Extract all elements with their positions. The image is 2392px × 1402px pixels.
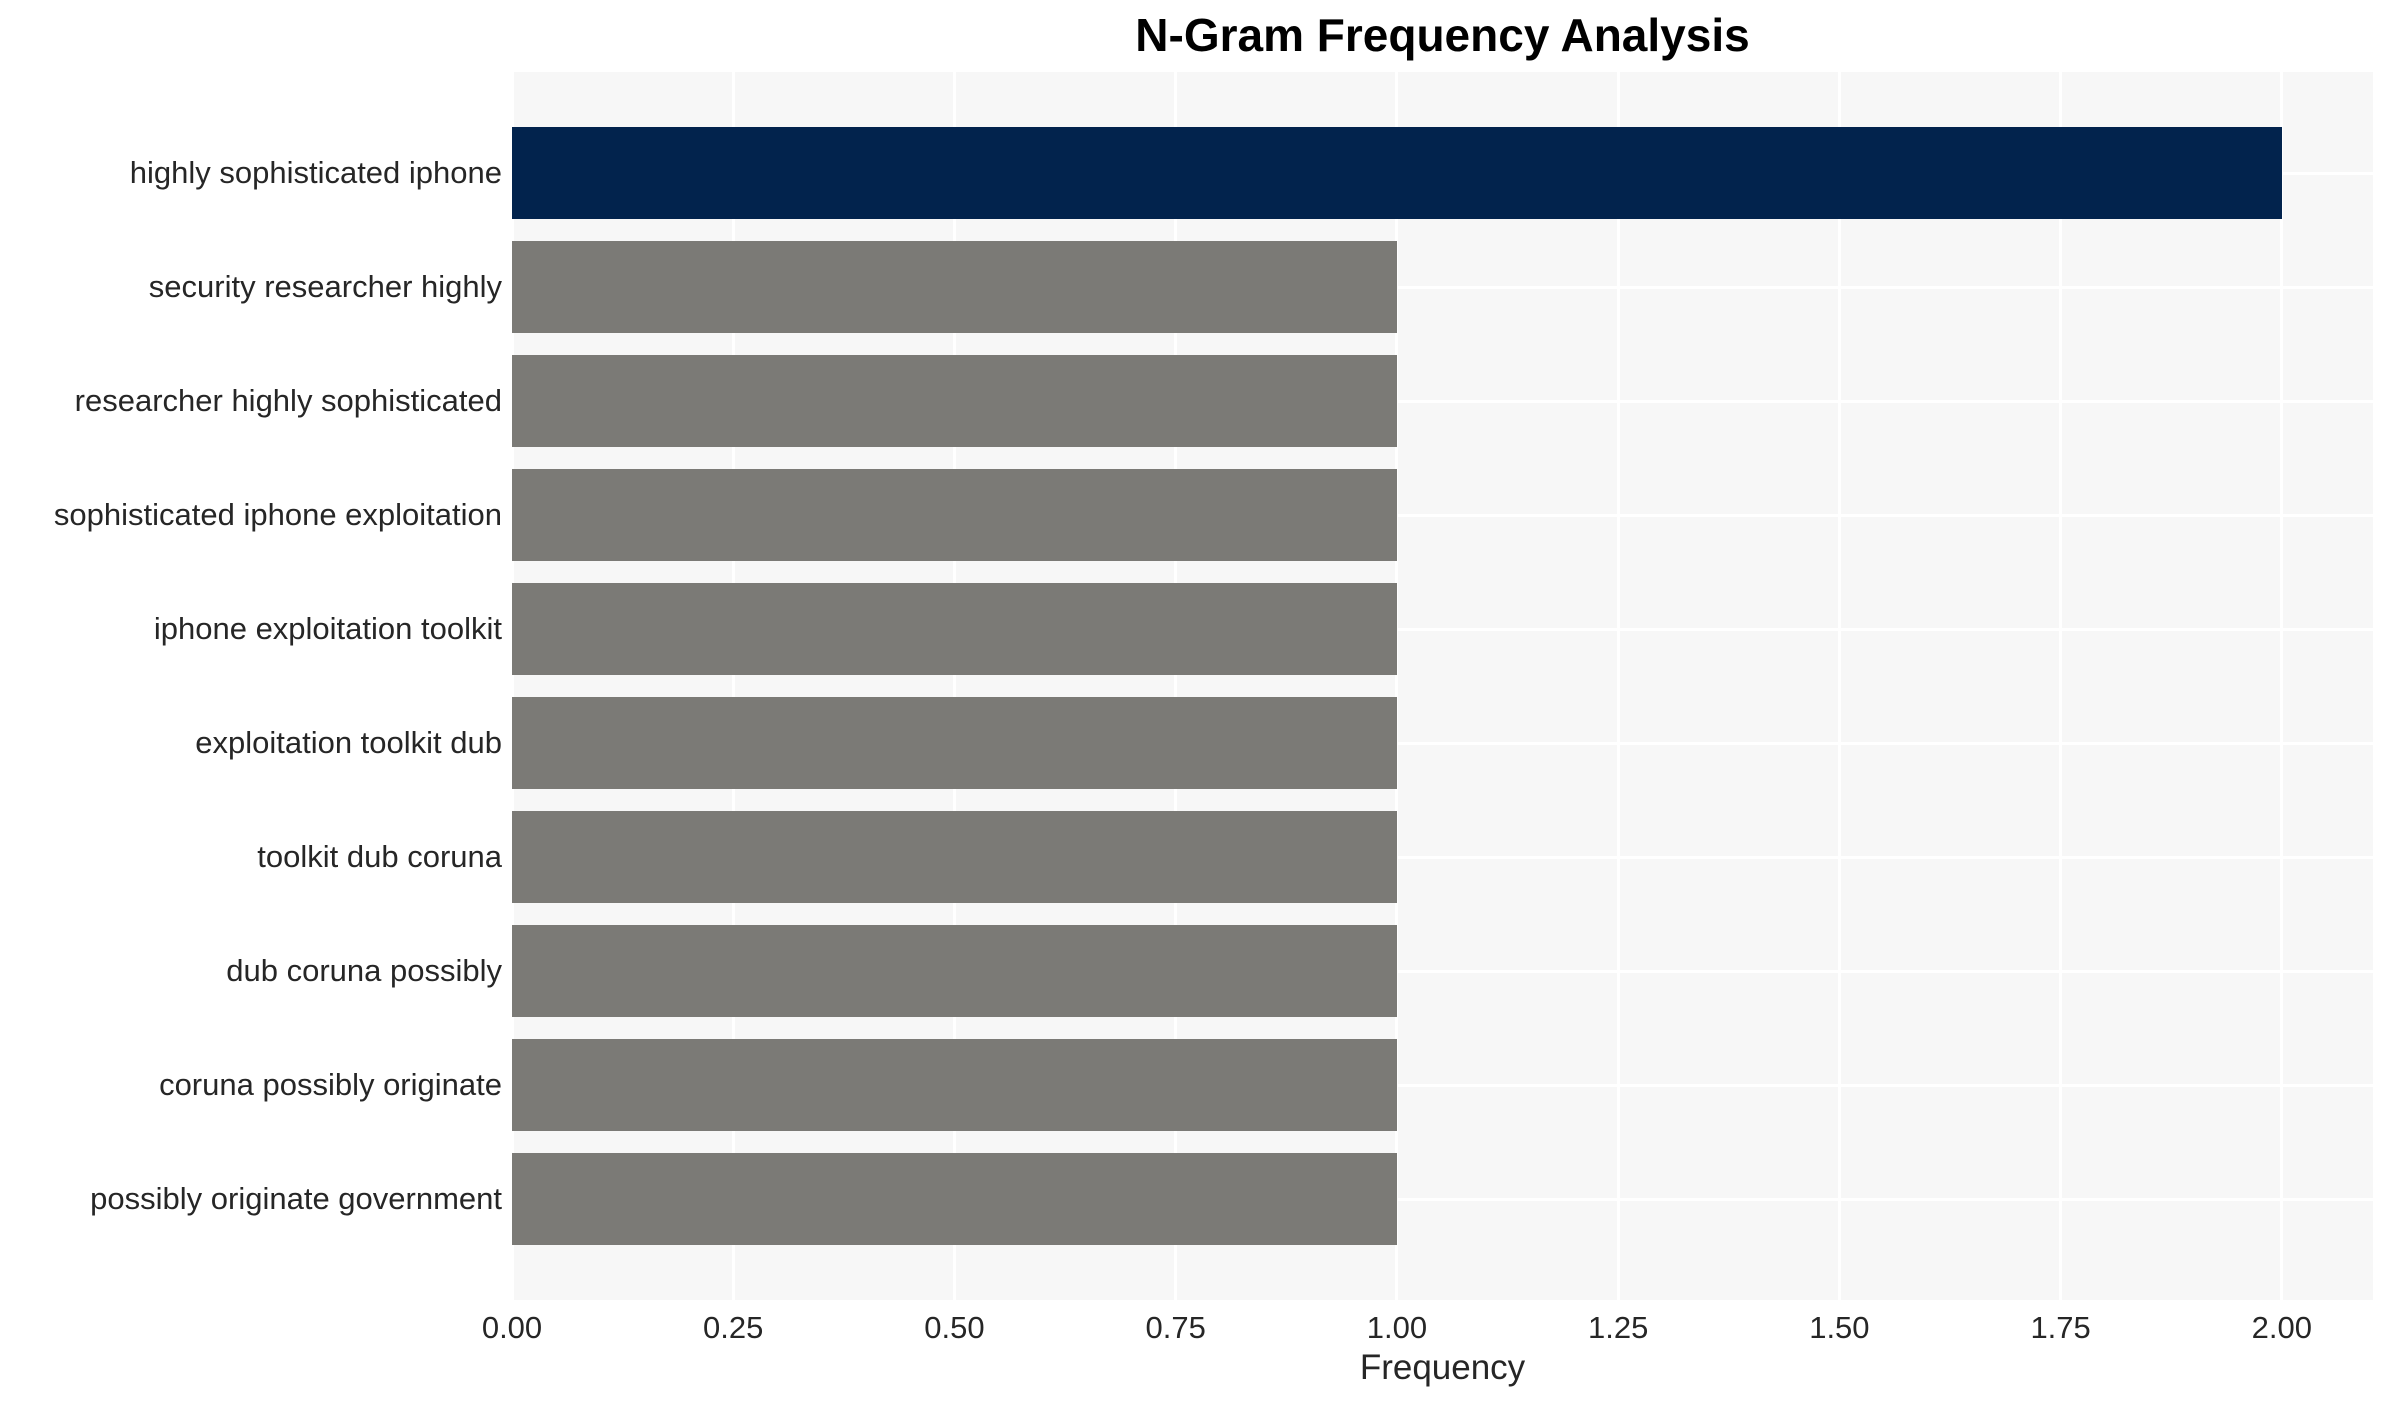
x-gridline [952,72,956,1300]
x-tick-label: 0.00 [481,1310,543,1345]
y-gridline [512,285,2373,289]
x-tick-label: 2.00 [2251,1310,2313,1345]
x-tick-label: 1.75 [2030,1310,2091,1345]
x-tick-label: 1.25 [1587,1310,1649,1345]
y-gridline [512,1083,2373,1087]
x-tick-label: 1.00 [1366,1310,1428,1345]
y-gridline [512,627,2373,631]
y-tick-label: sophisticated iphone exploitation [53,497,502,532]
y-gridline [512,399,2373,403]
x-tick-label: 1.50 [1809,1310,1870,1345]
bar-researcher-highly-sophisticated [512,355,1397,447]
x-tick-label: 0.25 [703,1310,764,1345]
x-gridline [1395,72,1399,1300]
bar-dub-coruna-possibly [512,925,1397,1017]
x-gridline [1174,72,1178,1300]
bar-security-researcher-highly [512,241,1397,333]
x-gridline [1616,72,1620,1300]
y-gridline [512,513,2373,517]
y-tick-label: iphone exploitation toolkit [153,611,502,646]
y-tick-label: toolkit dub coruna [257,839,502,874]
bar-coruna-possibly-originate [512,1039,1397,1131]
bar-iphone-exploitation-toolkit [512,583,1397,675]
y-gridline [512,855,2373,859]
x-gridline [2280,72,2284,1300]
x-gridline [731,72,735,1300]
bar-toolkit-dub-coruna [512,811,1397,903]
plot-area [510,72,2373,1300]
chart-title: N-Gram Frequency Analysis [1135,9,1750,61]
bar-highly-sophisticated-iphone [512,127,2282,219]
x-tick-label: 0.75 [1145,1310,1206,1345]
y-tick-label: security researcher highly [148,269,502,304]
bar-possibly-originate-government [512,1153,1397,1245]
y-gridline [512,969,2373,973]
x-gridline [2059,72,2063,1300]
x-axis-title: Frequency [1359,1348,1526,1387]
bar-exploitation-toolkit-dub [512,697,1397,789]
y-tick-label: exploitation toolkit dub [195,725,502,760]
y-gridline [512,1197,2373,1201]
y-tick-label: possibly originate government [90,1181,502,1216]
y-tick-label: highly sophisticated iphone [129,155,502,190]
x-gridline [1837,72,1841,1300]
x-gridline [510,72,514,1300]
y-tick-label: researcher highly sophisticated [74,383,502,418]
x-tick-label: 0.50 [924,1310,985,1345]
y-gridline [512,741,2373,745]
y-tick-label: coruna possibly originate [159,1067,502,1102]
y-tick-label: dub coruna possibly [226,953,502,988]
bar-sophisticated-iphone-exploitation [512,469,1397,561]
